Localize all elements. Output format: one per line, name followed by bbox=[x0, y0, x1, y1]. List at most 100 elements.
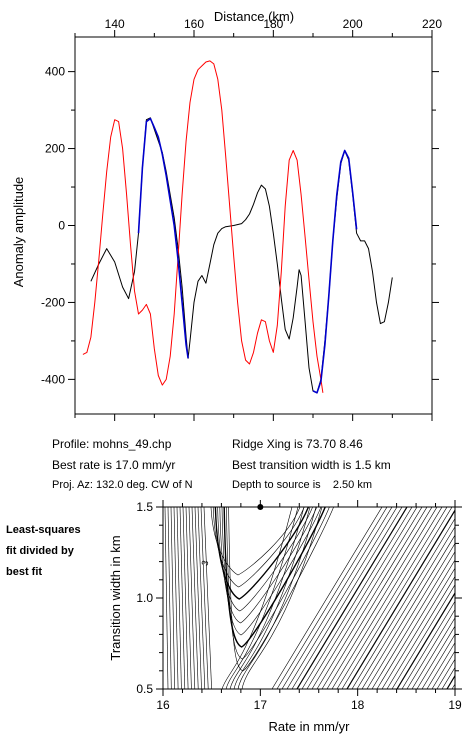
profile-info: Profile: mohns_49.chp bbox=[52, 437, 172, 451]
contour-line bbox=[421, 633, 455, 689]
contour-lines bbox=[164, 507, 467, 689]
distance-tick-label: 160 bbox=[184, 17, 204, 31]
contour-line bbox=[411, 617, 455, 689]
side-note-line-3: best fit bbox=[6, 566, 43, 578]
contour-line bbox=[381, 567, 455, 689]
side-note-line-2: fit divided by bbox=[6, 545, 74, 557]
contour-line bbox=[346, 509, 455, 689]
contour-line bbox=[229, 507, 305, 689]
contour-line bbox=[286, 507, 398, 689]
anomaly-ticks: 140 160 180 200 220 -400 -200 0 200 400 bbox=[41, 17, 442, 421]
anomaly-tick-label: -400 bbox=[41, 372, 65, 386]
contour-line bbox=[203, 507, 212, 689]
rate-axis-label: Rate in mm/yr bbox=[269, 719, 351, 734]
distance-tick-label: 220 bbox=[422, 17, 442, 31]
misfit-contour-chart: 16 17 18 19 0.5 1.0 1.5 3 Rate in mm/yr Transi… bbox=[108, 500, 467, 734]
contour-line bbox=[170, 507, 175, 689]
contour-line bbox=[167, 507, 172, 689]
distance-tick-label: 200 bbox=[343, 17, 363, 31]
contour-line bbox=[431, 650, 455, 689]
best-rate-info: Best rate is 17.0 mm/yr bbox=[52, 458, 176, 472]
contour-value-label: 3 bbox=[200, 559, 211, 566]
rate-tick-label: 16 bbox=[156, 698, 170, 712]
anomaly-series bbox=[82, 60, 393, 394]
contour-line bbox=[311, 507, 423, 689]
contour-plot-frame bbox=[162, 506, 456, 690]
contour-line bbox=[401, 600, 455, 689]
contour-line bbox=[223, 507, 326, 648]
width-axis-label: Transition width in km bbox=[108, 535, 123, 660]
contour-line bbox=[271, 507, 383, 689]
contour-line bbox=[200, 507, 209, 689]
anomaly-series-line-3 bbox=[312, 149, 358, 394]
contour-line bbox=[316, 507, 428, 689]
contour-line bbox=[219, 507, 318, 624]
contour-line bbox=[356, 526, 455, 689]
contour-line bbox=[214, 507, 310, 600]
anomaly-series-line-0 bbox=[90, 117, 393, 394]
best-width-info: Best transition width is 1.5 km bbox=[232, 458, 391, 472]
contour-line bbox=[197, 507, 206, 689]
ridge-xing-info: Ridge Xing is 73.70 8.46 bbox=[232, 437, 363, 451]
contour-line bbox=[233, 507, 311, 689]
contour-line bbox=[281, 507, 393, 689]
contour-line bbox=[185, 507, 192, 689]
contour-line bbox=[301, 507, 413, 689]
contour-line bbox=[241, 507, 323, 689]
anomaly-tick-label: -200 bbox=[41, 295, 65, 309]
contour-line bbox=[371, 551, 455, 689]
contour-line bbox=[426, 642, 455, 689]
width-tick-label: 0.5 bbox=[136, 682, 153, 696]
contour-line bbox=[164, 507, 169, 689]
depth-info: Depth to source is 2.50 km bbox=[232, 479, 373, 491]
contour-line bbox=[321, 507, 433, 689]
contour-line bbox=[296, 507, 408, 689]
contour-line bbox=[194, 507, 202, 689]
contour-line bbox=[386, 575, 455, 689]
rate-tick-label: 19 bbox=[448, 698, 462, 712]
contour-line bbox=[331, 507, 443, 689]
anomaly-series-line-1 bbox=[82, 60, 324, 393]
distance-axis-label: Distance (km) bbox=[214, 9, 294, 24]
best-fit-marker bbox=[257, 504, 264, 510]
contour-line bbox=[366, 542, 455, 689]
contour-line bbox=[176, 507, 182, 689]
contour-line bbox=[188, 507, 196, 689]
contour-ticks: 16 17 18 19 0.5 1.0 1.5 bbox=[136, 500, 462, 712]
contour-line bbox=[416, 625, 455, 689]
contour-line bbox=[226, 507, 330, 660]
contour-line bbox=[173, 507, 179, 689]
rate-tick-label: 17 bbox=[254, 698, 268, 712]
anomaly-series-line-2 bbox=[137, 117, 189, 359]
contour-line bbox=[336, 507, 448, 689]
contour-line bbox=[221, 507, 322, 636]
contour-line bbox=[237, 507, 317, 689]
contour-line bbox=[291, 507, 403, 689]
contour-line bbox=[326, 507, 438, 689]
distance-tick-label: 180 bbox=[263, 17, 283, 31]
contour-line bbox=[361, 534, 455, 689]
contour-line bbox=[341, 507, 453, 689]
contour-line bbox=[182, 507, 189, 689]
anomaly-tick-label: 0 bbox=[58, 219, 65, 233]
anomaly-tick-label: 400 bbox=[45, 65, 65, 79]
contour-line bbox=[225, 507, 299, 689]
contour-line bbox=[396, 591, 455, 689]
contour-line bbox=[191, 507, 199, 689]
width-tick-label: 1.5 bbox=[136, 500, 153, 514]
contour-line bbox=[462, 507, 467, 689]
contour-line bbox=[306, 507, 418, 689]
proj-az-info: Proj. Az: 132.0 deg. CW of N bbox=[52, 479, 193, 491]
distance-tick-label: 140 bbox=[105, 17, 125, 31]
contour-line bbox=[376, 559, 455, 689]
width-tick-label: 1.0 bbox=[136, 591, 153, 605]
anomaly-axis-label: Anomaly amplitude bbox=[11, 177, 26, 288]
anomaly-chart: 140 160 180 200 220 -400 -200 0 200 400 Distance … bbox=[11, 9, 442, 421]
contour-line bbox=[276, 507, 388, 689]
contour-line bbox=[351, 518, 455, 689]
contour-line bbox=[406, 609, 455, 689]
contour-line bbox=[221, 507, 293, 689]
contour-line bbox=[391, 584, 455, 689]
side-note-line-1: Least-squares bbox=[6, 524, 81, 536]
